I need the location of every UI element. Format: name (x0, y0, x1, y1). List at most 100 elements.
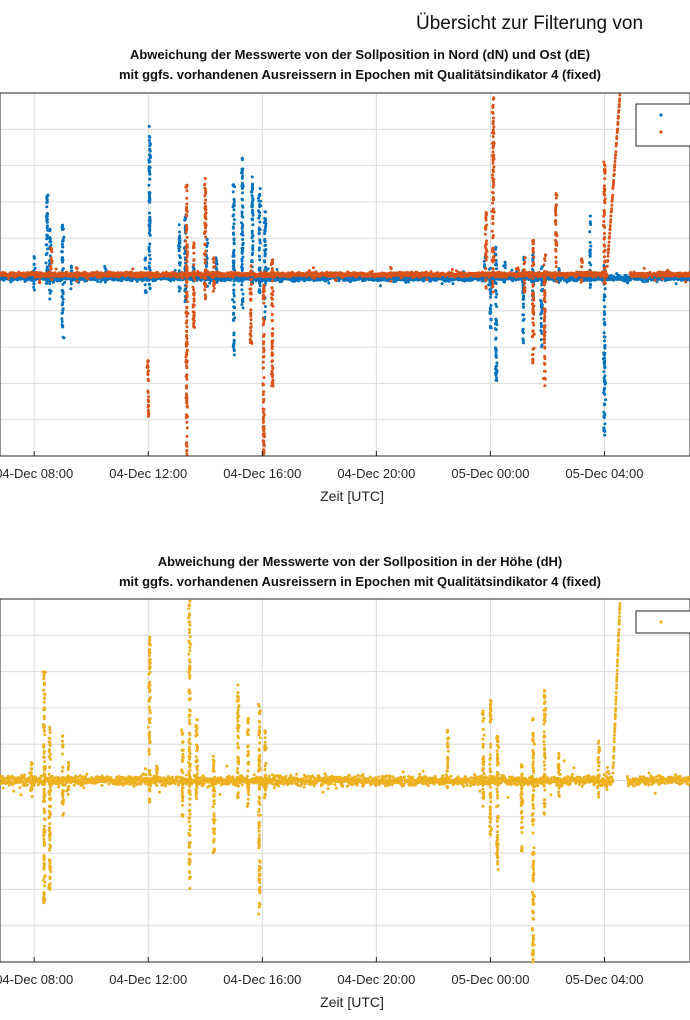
data-point (232, 241, 236, 245)
data-point (33, 266, 37, 270)
data-point (240, 251, 244, 255)
data-point (493, 346, 497, 350)
data-point (147, 160, 151, 164)
data-point (231, 319, 235, 322)
data-point (521, 329, 525, 333)
data-point (589, 277, 593, 281)
data-point (148, 215, 152, 219)
data-point (61, 260, 64, 264)
data-point (231, 267, 235, 271)
data-point (494, 317, 498, 321)
data-point (147, 183, 151, 187)
data-point (232, 294, 236, 298)
data-point (489, 307, 493, 311)
data-point (263, 310, 267, 314)
data-point (489, 292, 493, 296)
data-point (45, 218, 49, 222)
data-point (674, 282, 678, 286)
data-point (45, 279, 49, 283)
data-point (264, 243, 267, 247)
data-point (257, 246, 261, 250)
data-point (539, 303, 543, 307)
data-point (258, 258, 262, 262)
data-point (147, 134, 151, 138)
data-point (60, 317, 64, 321)
data-point (495, 267, 499, 271)
data-point (327, 281, 331, 285)
data-point (61, 297, 65, 301)
data-point (258, 203, 262, 206)
data-point (215, 259, 219, 262)
data-point (46, 236, 49, 240)
data-point (48, 291, 52, 295)
data-point (603, 351, 607, 355)
data-point (263, 249, 267, 253)
data-point (480, 279, 484, 283)
data-point (494, 281, 497, 285)
data-point (51, 280, 55, 284)
data-point (263, 254, 267, 258)
data-point (183, 252, 187, 256)
data-point (603, 360, 607, 364)
data-point (495, 292, 499, 296)
data-point (250, 186, 254, 190)
data-point (602, 295, 606, 299)
data-point (148, 166, 152, 170)
data-point (205, 245, 209, 248)
data-point (483, 264, 486, 268)
data-point (488, 312, 492, 315)
data-point (148, 221, 152, 224)
data-point (241, 191, 245, 195)
data-point (48, 282, 52, 286)
data-point (602, 402, 606, 406)
data-point (232, 218, 236, 222)
data-point (489, 304, 493, 307)
data-point (48, 229, 52, 233)
data-point (522, 317, 526, 321)
data-point (422, 279, 426, 283)
data-point (148, 229, 152, 233)
data-point (517, 268, 521, 272)
data-point (205, 237, 209, 241)
data-point (451, 282, 455, 286)
data-point (60, 320, 64, 323)
data-point (143, 257, 147, 261)
data-point (489, 317, 493, 321)
data-point (266, 267, 270, 271)
data-point (521, 339, 525, 343)
data-point (177, 289, 181, 293)
data-point (147, 245, 151, 249)
data-point (263, 228, 267, 232)
data-point (241, 292, 245, 296)
data-point (147, 124, 151, 128)
data-point (241, 299, 245, 303)
data-point (240, 283, 244, 287)
data-point (425, 278, 429, 281)
data-point (251, 248, 255, 252)
data-point (147, 278, 151, 282)
data-point (257, 254, 261, 258)
data-point (231, 344, 235, 348)
data-point (147, 199, 151, 203)
data-point (9, 280, 13, 284)
data-point (557, 268, 561, 272)
data-point (257, 216, 261, 220)
data-point (143, 266, 147, 270)
data-point (251, 223, 255, 227)
data-point (588, 240, 592, 244)
data-point (104, 277, 108, 281)
data-point (32, 288, 36, 292)
data-point (45, 215, 49, 219)
data-point (232, 347, 236, 351)
data-point (147, 225, 151, 229)
data-point (588, 214, 592, 218)
data-point (231, 204, 235, 208)
data-point (257, 199, 261, 203)
data-point (495, 361, 499, 365)
data-point (251, 239, 255, 243)
data-point (240, 204, 244, 208)
data-point (39, 275, 43, 279)
data-point (240, 263, 244, 266)
data-point (251, 213, 255, 217)
data-point (250, 175, 254, 179)
